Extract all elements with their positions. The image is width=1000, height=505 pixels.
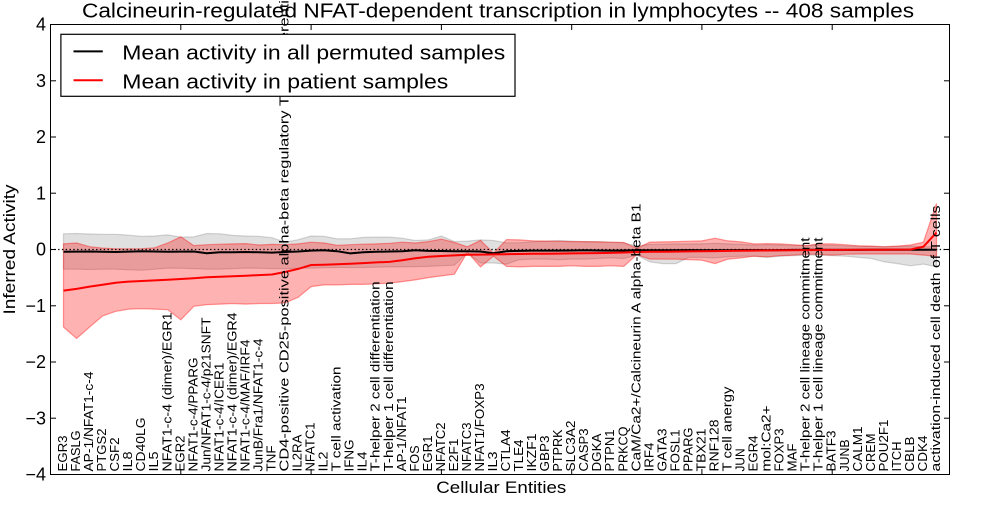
svg-text:FOSL1: FOSL1 bbox=[667, 430, 682, 472]
svg-text:NFAT1-c-4/MAF/IRF4: NFAT1-c-4/MAF/IRF4 bbox=[237, 340, 252, 472]
svg-text:1: 1 bbox=[36, 183, 46, 203]
svg-text:−1: −1 bbox=[25, 296, 46, 316]
svg-text:GATA3: GATA3 bbox=[654, 429, 669, 472]
svg-text:IL3: IL3 bbox=[485, 452, 500, 472]
svg-text:FOXP3: FOXP3 bbox=[772, 429, 787, 472]
svg-text:TNF: TNF bbox=[264, 446, 279, 472]
svg-text:NFATC2: NFATC2 bbox=[433, 423, 448, 472]
svg-text:JUN: JUN bbox=[733, 449, 748, 472]
svg-text:CASP3: CASP3 bbox=[576, 429, 591, 472]
svg-text:T cell anergy: T cell anergy bbox=[720, 386, 735, 471]
svg-text:AP-1/NFAT1-c-4: AP-1/NFAT1-c-4 bbox=[81, 372, 96, 472]
svg-text:SLC3A2: SLC3A2 bbox=[563, 421, 578, 472]
svg-text:CBLB: CBLB bbox=[902, 436, 917, 471]
svg-text:IRF4: IRF4 bbox=[641, 443, 656, 472]
svg-text:−4: −4 bbox=[25, 465, 46, 485]
svg-text:T-helper 1 cell differentiatio: T-helper 1 cell differentiation bbox=[381, 282, 396, 472]
svg-text:IL2RA: IL2RA bbox=[290, 434, 305, 471]
svg-text:CD40LG: CD40LG bbox=[133, 418, 148, 472]
svg-text:JunB/Fra1/NFAT1-c-4: JunB/Fra1/NFAT1-c-4 bbox=[251, 339, 266, 472]
svg-text:NFATC3: NFATC3 bbox=[459, 423, 474, 472]
svg-text:PTPN1: PTPN1 bbox=[602, 430, 617, 472]
svg-text:RNF128: RNF128 bbox=[707, 420, 722, 472]
svg-text:−2: −2 bbox=[25, 352, 46, 372]
svg-text:CaM/Ca2+/Calcineurin A alpha-b: CaM/Ca2+/Calcineurin A alpha-beta B1 bbox=[628, 204, 643, 472]
svg-text:T-helper 2 cell differentiatio: T-helper 2 cell differentiation bbox=[368, 282, 383, 472]
svg-text:EGR2: EGR2 bbox=[172, 436, 187, 472]
svg-text:0: 0 bbox=[36, 240, 46, 260]
svg-text:Inferred Activity: Inferred Activity bbox=[0, 184, 19, 315]
svg-text:NFAT1-c-4/PPARG: NFAT1-c-4/PPARG bbox=[185, 358, 200, 472]
svg-text:T cell activation: T cell activation bbox=[329, 367, 344, 472]
svg-text:PPARG: PPARG bbox=[680, 428, 695, 472]
svg-text:T-helper 2 cell lineage commit: T-helper 2 cell lineage commitment bbox=[798, 237, 813, 471]
svg-text:IL2: IL2 bbox=[316, 452, 331, 472]
svg-text:E2F1: E2F1 bbox=[446, 439, 461, 472]
svg-text:NFAT1-c-4/ICER1: NFAT1-c-4/ICER1 bbox=[211, 363, 226, 472]
svg-text:TBX21: TBX21 bbox=[693, 429, 708, 472]
svg-text:activation-induced cell death: activation-induced cell death of T cells bbox=[928, 205, 943, 471]
svg-text:ITCH: ITCH bbox=[889, 442, 904, 472]
svg-text:NFAT1-c-4 (dimer)/EGR1: NFAT1-c-4 (dimer)/EGR1 bbox=[159, 313, 174, 472]
svg-text:CDK4: CDK4 bbox=[915, 436, 930, 472]
svg-text:NFATC1: NFATC1 bbox=[303, 423, 318, 472]
svg-text:3: 3 bbox=[36, 71, 46, 91]
svg-text:FOS: FOS bbox=[407, 445, 422, 471]
svg-text:CTLA4: CTLA4 bbox=[498, 430, 513, 472]
svg-text:IL5: IL5 bbox=[146, 452, 161, 472]
svg-text:NFAT1/FOXP3: NFAT1/FOXP3 bbox=[472, 384, 487, 472]
svg-text:AP-1/NFAT1: AP-1/NFAT1 bbox=[394, 397, 409, 472]
svg-text:MAF: MAF bbox=[785, 444, 800, 472]
svg-text:PTPRK: PTPRK bbox=[550, 429, 565, 471]
svg-text:GBP3: GBP3 bbox=[537, 436, 552, 472]
svg-text:CREM: CREM bbox=[863, 434, 878, 472]
svg-text:CD4-positive CD25-positive alp: CD4-positive CD25-positive alpha-beta re… bbox=[277, 0, 292, 472]
svg-text:2: 2 bbox=[36, 127, 46, 147]
svg-text:TLE4: TLE4 bbox=[511, 440, 526, 472]
svg-text:IKZF1: IKZF1 bbox=[524, 434, 539, 472]
svg-text:IL4: IL4 bbox=[355, 452, 370, 472]
svg-text:PRKCQ: PRKCQ bbox=[615, 427, 630, 472]
svg-text:Mean activity in patient sampl: Mean activity in patient samples bbox=[122, 72, 448, 94]
svg-text:JUNB: JUNB bbox=[837, 439, 852, 471]
svg-text:CALM1: CALM1 bbox=[850, 427, 865, 472]
svg-text:IL8: IL8 bbox=[120, 452, 135, 472]
svg-text:−3: −3 bbox=[25, 408, 46, 428]
svg-text:Mean activity in all permuted: Mean activity in all permuted samples bbox=[122, 43, 505, 65]
svg-text:DGKA: DGKA bbox=[589, 433, 604, 471]
svg-text:4: 4 bbox=[36, 15, 46, 35]
svg-text:PTGS2: PTGS2 bbox=[94, 429, 109, 472]
svg-text:CSF2: CSF2 bbox=[107, 438, 122, 472]
svg-text:T-helper 1 cell lineage commit: T-helper 1 cell lineage commitment bbox=[811, 237, 826, 471]
svg-text:EGR4: EGR4 bbox=[746, 436, 761, 472]
svg-text:POU2F1: POU2F1 bbox=[876, 420, 891, 472]
svg-text:BATF3: BATF3 bbox=[824, 431, 839, 472]
svg-text:Cellular Entities: Cellular Entities bbox=[436, 478, 566, 497]
svg-text:Jun/NFAT1-c-4/p21SNFT: Jun/NFAT1-c-4/p21SNFT bbox=[198, 318, 213, 472]
svg-text:IFNG: IFNG bbox=[342, 440, 357, 472]
svg-text:NFAT1-c-4 (dimer)/EGR4: NFAT1-c-4 (dimer)/EGR4 bbox=[224, 313, 239, 472]
svg-text:EGR1: EGR1 bbox=[420, 436, 435, 472]
svg-text:Calcineurin-regulated NFAT-dep: Calcineurin-regulated NFAT-dependent tra… bbox=[82, 1, 914, 23]
svg-text:FASLG: FASLG bbox=[68, 431, 83, 472]
svg-text:mol:Ca2+: mol:Ca2+ bbox=[759, 405, 774, 471]
svg-text:EGR3: EGR3 bbox=[55, 436, 70, 472]
